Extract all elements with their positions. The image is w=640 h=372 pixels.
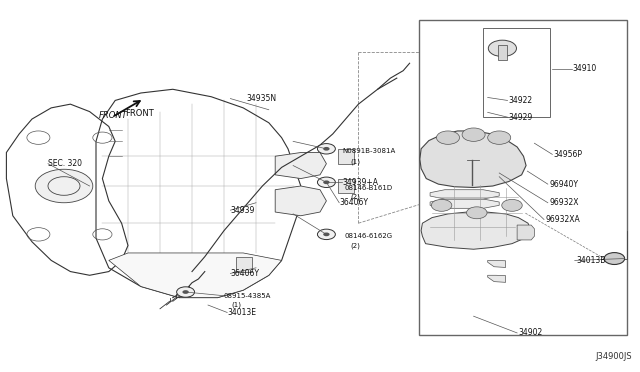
Polygon shape (517, 225, 534, 240)
Circle shape (35, 169, 93, 203)
Circle shape (436, 131, 460, 144)
Polygon shape (421, 212, 531, 249)
Text: (2): (2) (351, 194, 360, 201)
Circle shape (177, 287, 195, 297)
Circle shape (317, 144, 335, 154)
Bar (338, 149, 354, 164)
Circle shape (182, 290, 189, 294)
Polygon shape (109, 253, 282, 298)
Polygon shape (430, 190, 499, 199)
Circle shape (488, 131, 511, 144)
Circle shape (604, 253, 625, 264)
Circle shape (431, 199, 452, 211)
Circle shape (317, 177, 335, 187)
Text: FRONT: FRONT (125, 109, 154, 118)
Text: 36406Y: 36406Y (339, 198, 368, 207)
Circle shape (317, 229, 335, 240)
Circle shape (502, 199, 522, 211)
Circle shape (462, 128, 485, 141)
Text: 96932XA: 96932XA (545, 215, 580, 224)
Text: 34929: 34929 (509, 113, 533, 122)
Text: 34902: 34902 (518, 328, 543, 337)
Bar (419, 20, 627, 335)
Text: 96932X: 96932X (549, 198, 579, 207)
Circle shape (323, 147, 330, 151)
Text: (2): (2) (351, 242, 360, 249)
Bar (498, 45, 507, 60)
Text: 96940Y: 96940Y (549, 180, 578, 189)
Text: 08146-B161D: 08146-B161D (344, 185, 392, 191)
Text: FRONT: FRONT (99, 111, 128, 120)
Polygon shape (430, 199, 499, 208)
Text: (1): (1) (232, 301, 242, 308)
Text: 36406Y: 36406Y (230, 269, 259, 278)
Polygon shape (420, 131, 526, 187)
Text: N0891B-3081A: N0891B-3081A (342, 148, 396, 154)
Bar (338, 179, 354, 193)
Bar (483, 28, 550, 117)
Polygon shape (488, 260, 506, 267)
Polygon shape (275, 186, 326, 216)
Text: 34935N: 34935N (246, 94, 276, 103)
Text: 34013E: 34013E (227, 308, 256, 317)
Text: 34956P: 34956P (554, 150, 582, 159)
Circle shape (467, 207, 487, 219)
Circle shape (323, 180, 330, 184)
Circle shape (323, 232, 330, 236)
Text: SEC. 320: SEC. 320 (48, 159, 82, 168)
Bar (236, 257, 252, 272)
Text: 34939+A: 34939+A (342, 178, 378, 187)
Text: 34922: 34922 (509, 96, 533, 105)
Polygon shape (488, 275, 506, 282)
Text: 34013B: 34013B (576, 256, 605, 265)
Polygon shape (275, 153, 326, 179)
Text: J34900JS: J34900JS (596, 352, 632, 361)
Text: 34910: 34910 (573, 64, 597, 73)
Text: 34939: 34939 (230, 206, 255, 215)
Circle shape (488, 40, 516, 57)
Text: 08146-6162G: 08146-6162G (344, 233, 392, 239)
Text: (1): (1) (351, 158, 361, 165)
Text: 08915-4385A: 08915-4385A (224, 293, 271, 299)
